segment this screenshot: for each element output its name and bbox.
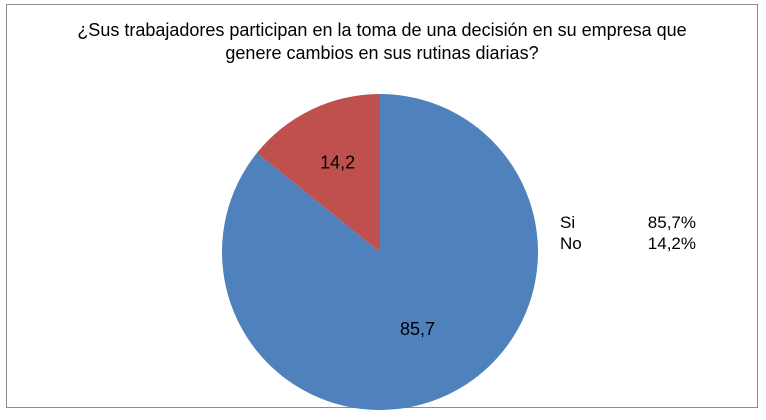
pie-slice-no (256, 94, 380, 252)
chart-legend: Si 85,7% No 14,2% (560, 212, 696, 254)
legend-item-si: Si 85,7% (560, 212, 696, 233)
legend-item-no: No 14,2% (560, 233, 696, 254)
data-label-si: 85,7 (400, 319, 435, 339)
legend-label-no: No (560, 234, 582, 253)
legend-value-no: 14,2% (647, 234, 696, 253)
chart-title-line-1: ¿Sus trabajadores participan en la toma … (77, 20, 687, 40)
chart-title: ¿Sus trabajadores participan en la toma … (7, 19, 757, 65)
data-label-no: 14,2 (320, 152, 355, 172)
chart-title-line-2: genere cambios en sus rutinas diarias? (225, 43, 539, 63)
legend-value-si: 85,7% (647, 213, 696, 232)
legend-label-si: Si (560, 213, 576, 232)
